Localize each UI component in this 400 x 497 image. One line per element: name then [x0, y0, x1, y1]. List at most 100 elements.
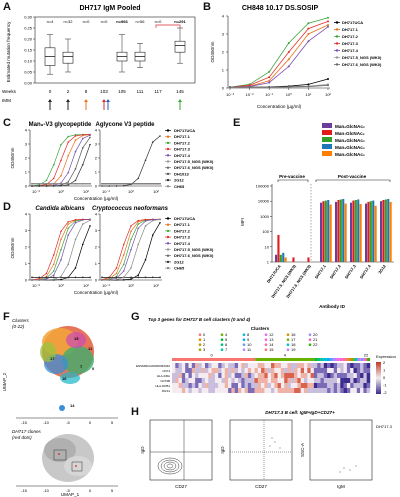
panel-g-heat-cell	[327, 368, 331, 373]
panelC-point	[137, 182, 140, 185]
panel-g-heat-cell	[330, 383, 334, 388]
panel-g-heat-cell	[350, 383, 354, 388]
panelD-point	[159, 218, 161, 221]
panel-b-point	[327, 84, 329, 87]
panel-g-heat-cell	[366, 378, 371, 383]
panel-g-heat-cell	[343, 368, 348, 373]
panelC-xtick-label: 10²	[83, 189, 89, 194]
panelC-point	[45, 185, 48, 187]
panelD-point	[60, 259, 62, 261]
panel-g-heat-cell	[360, 388, 364, 393]
panel-g-heat-cell	[188, 373, 192, 378]
panel-g-heat-cell	[234, 363, 239, 368]
panel-h-plot1-ylabel: IgD	[140, 446, 145, 454]
panel-e-category-label: 2G12	[377, 263, 387, 275]
panel-g-legend-label: 5	[225, 337, 228, 342]
panel-g-heat-cell	[366, 363, 371, 368]
panel-g-heat-cell	[228, 383, 232, 388]
panel-g-heat-cell	[238, 378, 242, 383]
panel-c-right-axes	[99, 130, 162, 187]
panel-g-heat-cell	[287, 368, 291, 373]
panelC-ytick-label: 2	[95, 156, 98, 161]
panelD-point	[122, 270, 125, 272]
panel-g-heat-cell	[320, 373, 324, 378]
panel-h-plot2-gates	[230, 420, 292, 480]
panel-g-header-bar	[360, 358, 364, 361]
panelC-point	[130, 182, 132, 185]
panel-b-legend-label: DH717.6_NGS (WK0)	[342, 62, 382, 67]
panel-g-heat-cell	[247, 383, 252, 388]
panel-g-heat-cell	[363, 373, 367, 378]
panel-g-heat-cell	[195, 373, 199, 378]
panel-g-heat-cell	[238, 373, 242, 378]
panel-g-heat-cell	[280, 383, 285, 388]
panel-g-heat-cell	[198, 388, 202, 393]
panel-e-category-label: DH717.4	[359, 263, 373, 279]
panel-g-heat-cell	[313, 363, 318, 368]
panelC-point	[60, 175, 62, 177]
panel-g-heat-cell	[297, 388, 301, 393]
panel-g-heat-cell	[356, 363, 361, 368]
panel-g-heat-cell	[214, 363, 219, 368]
panel-g-heat-cell	[244, 373, 249, 378]
panel-c-ylabel: OD450nm	[10, 147, 15, 168]
panel-g-heat-cell	[323, 383, 328, 388]
panel-g-clusters-label: Clusters	[251, 326, 270, 331]
panel-g-heat-cell	[214, 368, 219, 373]
panel-g-heat-cell	[333, 378, 338, 383]
panelD-point	[81, 223, 84, 225]
panel-g-heat-cell	[254, 373, 258, 378]
panel-g-heat-cell	[310, 368, 315, 373]
panel-a-imm-arrows	[48, 99, 182, 110]
panel-g-heat-cell	[224, 363, 229, 368]
panelD-ytick-label: 0	[95, 278, 98, 283]
panel-g-heat-cell	[201, 373, 206, 378]
panel-g-heat-cell	[224, 368, 229, 373]
panel-b-point	[307, 27, 310, 30]
panel-g-heat-cell	[284, 388, 288, 393]
panel-h-plot1-contours	[157, 457, 183, 475]
panel-g-legend-dot	[242, 333, 246, 336]
panel-e-bar	[292, 257, 295, 262]
panel-e-bar	[327, 199, 330, 262]
panelC-ytick-label: 1	[25, 170, 28, 175]
panel-g-heat-cell	[290, 373, 295, 378]
panel-e-bar	[282, 252, 285, 262]
panel-g-heat-cell	[317, 388, 321, 393]
panelC-legend-label: DH717.4	[174, 153, 191, 158]
panel-b-series-line	[229, 17, 329, 88]
panelD-point	[101, 279, 103, 281]
panelC-point	[67, 171, 70, 174]
panelC-point	[74, 182, 77, 185]
panel-g-heat-cell	[261, 378, 265, 383]
panel-g-heat-cell	[330, 388, 334, 393]
panel-g-heat-cell	[181, 368, 186, 373]
panelC-point	[60, 185, 62, 187]
panel-f-xtick-label: 0	[89, 488, 92, 493]
panel-g-heat-cell	[356, 368, 361, 373]
panel-g-heat-cell	[363, 378, 367, 383]
panel-g-heat-cell	[221, 363, 225, 368]
panelC-legend-label: DH717.2	[174, 140, 191, 145]
panel-g-heat-cell	[201, 388, 206, 393]
panelD-point	[38, 277, 41, 280]
panel-h-legend-label: DH717.3	[376, 424, 393, 429]
panel-g-heat-cell	[327, 373, 331, 378]
panel-g-heat-cell	[320, 363, 324, 368]
panel-f-xtick-label: -15	[21, 420, 28, 425]
panel-g-heat-cell	[241, 383, 245, 388]
panel-a-week-label: 2	[67, 89, 70, 94]
panel-g-heat-cell	[287, 373, 291, 378]
panel-g-legend-dot	[264, 338, 268, 341]
panelC-point	[67, 154, 70, 157]
panel-e-bar	[339, 199, 342, 262]
panel-g-legend-label: 19	[291, 347, 296, 352]
panel-a-title: DH717 IgM Pooled	[79, 5, 140, 12]
panel-g-heat-cell	[175, 373, 179, 378]
panel-g-heat-cell	[290, 378, 295, 383]
panel-b-legend-marker	[335, 28, 339, 31]
panel-g-heat-cell	[304, 378, 308, 383]
panel-h-plot2-frame	[229, 419, 293, 481]
panel-b-series-line	[229, 26, 329, 88]
panel-c-xlabel: Concentration (μg/ml)	[74, 196, 119, 201]
